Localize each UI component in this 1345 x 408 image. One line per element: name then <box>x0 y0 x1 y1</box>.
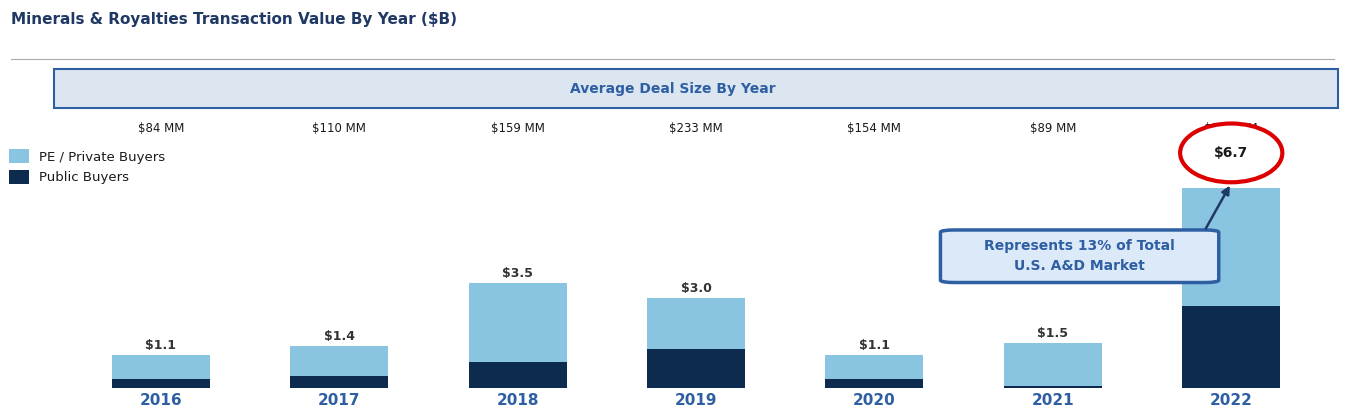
Text: Represents 13% of Total
U.S. A&D Market: Represents 13% of Total U.S. A&D Market <box>985 239 1176 273</box>
Text: $1.4: $1.4 <box>324 330 355 343</box>
Bar <box>647 298 745 349</box>
Text: $154 MM: $154 MM <box>847 122 901 135</box>
Bar <box>291 376 389 388</box>
Text: $3.0: $3.0 <box>681 282 712 295</box>
Legend: PE / Private Buyers, Public Buyers: PE / Private Buyers, Public Buyers <box>9 149 165 184</box>
Bar <box>826 379 924 388</box>
Bar <box>468 362 566 388</box>
Bar <box>1003 343 1102 386</box>
Bar <box>1003 386 1102 388</box>
Bar <box>112 355 210 379</box>
Bar <box>468 283 566 362</box>
Text: $1.1: $1.1 <box>145 339 176 352</box>
Text: $233 MM: $233 MM <box>670 122 722 135</box>
Bar <box>647 349 745 388</box>
Text: $84 MM: $84 MM <box>137 122 184 135</box>
Text: $159 MM: $159 MM <box>491 122 545 135</box>
FancyBboxPatch shape <box>940 230 1219 282</box>
Bar <box>291 346 389 376</box>
Text: Average Deal Size By Year: Average Deal Size By Year <box>570 82 775 96</box>
Text: $110 MM: $110 MM <box>312 122 366 135</box>
Bar <box>1182 306 1280 388</box>
Bar <box>826 355 924 379</box>
Bar <box>112 379 210 388</box>
Bar <box>1182 188 1280 306</box>
Text: $1.5: $1.5 <box>1037 327 1068 340</box>
Text: $333 MM: $333 MM <box>1204 122 1258 135</box>
Text: $1.1: $1.1 <box>859 339 890 352</box>
Text: $89 MM: $89 MM <box>1030 122 1076 135</box>
Text: $3.5: $3.5 <box>502 267 533 280</box>
Text: Minerals & Royalties Transaction Value By Year ($B): Minerals & Royalties Transaction Value B… <box>11 12 457 27</box>
Text: $6.7: $6.7 <box>1215 146 1248 160</box>
